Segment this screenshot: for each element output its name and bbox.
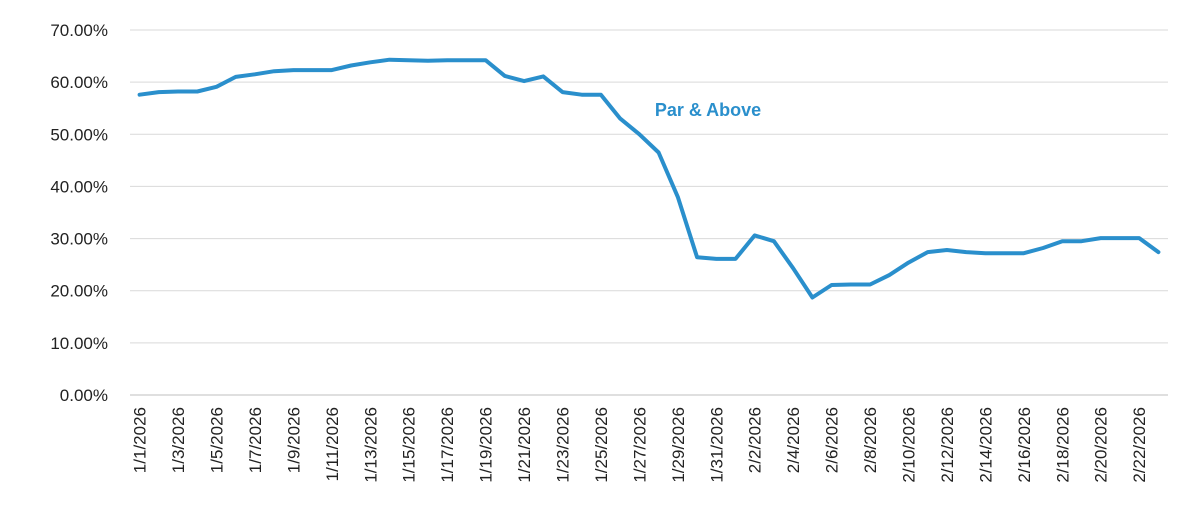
x-tick-label: 1/1/2026 — [131, 407, 150, 473]
y-tick-label: 50.00% — [50, 125, 108, 144]
y-tick-label: 20.00% — [50, 282, 108, 301]
x-tick-label: 1/13/2026 — [361, 407, 380, 483]
series-group — [137, 57, 1161, 300]
x-tick-label: 2/8/2026 — [861, 407, 880, 473]
x-tick-label: 1/15/2026 — [400, 407, 419, 483]
y-tick-label: 60.00% — [50, 73, 108, 92]
x-tick-label: 1/9/2026 — [284, 407, 303, 473]
series-line-0 — [137, 57, 1161, 300]
y-axis-tick-labels: 0.00% 10.00% 20.00% 30.00% 40.00% 50.00% 60.00… — [50, 21, 108, 405]
x-tick-label: 2/18/2026 — [1053, 407, 1072, 483]
x-tick-label: 1/11/2026 — [323, 407, 342, 481]
x-tick-label: 2/22/2026 — [1130, 407, 1149, 483]
x-tick-label: 1/19/2026 — [477, 407, 496, 483]
y-tick-label: 0.00% — [60, 386, 108, 405]
x-tick-label: 1/31/2026 — [707, 407, 726, 483]
x-tick-label: 2/14/2026 — [976, 407, 995, 483]
x-axis-tick-labels: 1/1/2026 1/3/2026 1/5/2026 1/7/2026 1/9/2026… — [131, 407, 1150, 483]
x-tick-label: 2/4/2026 — [784, 407, 803, 473]
x-tick-label: 2/12/2026 — [938, 407, 957, 483]
y-tick-label: 30.00% — [50, 230, 108, 249]
y-tick-label: 70.00% — [50, 21, 108, 40]
x-tick-label: 1/21/2026 — [515, 407, 534, 483]
x-tick-label: 1/29/2026 — [669, 407, 688, 483]
x-tick-label: 1/7/2026 — [246, 407, 265, 473]
series-label-par-and-above: Par & Above — [655, 100, 761, 120]
x-tick-label: 2/6/2026 — [823, 407, 842, 473]
x-tick-label: 2/16/2026 — [1015, 407, 1034, 483]
x-tick-label: 1/3/2026 — [169, 407, 188, 473]
y-tick-label: 40.00% — [50, 177, 108, 196]
x-tick-label: 1/23/2026 — [554, 407, 573, 483]
x-tick-label: 2/10/2026 — [900, 407, 919, 483]
x-tick-label: 1/5/2026 — [208, 407, 227, 473]
x-tick-label: 1/27/2026 — [630, 407, 649, 483]
y-tick-label: 10.00% — [50, 334, 108, 353]
x-tick-label: 1/17/2026 — [438, 407, 457, 483]
x-tick-label: 1/25/2026 — [592, 407, 611, 483]
x-tick-label: 2/20/2026 — [1092, 407, 1111, 483]
gridlines — [130, 29, 1168, 344]
x-tick-label: 2/2/2026 — [746, 407, 765, 473]
